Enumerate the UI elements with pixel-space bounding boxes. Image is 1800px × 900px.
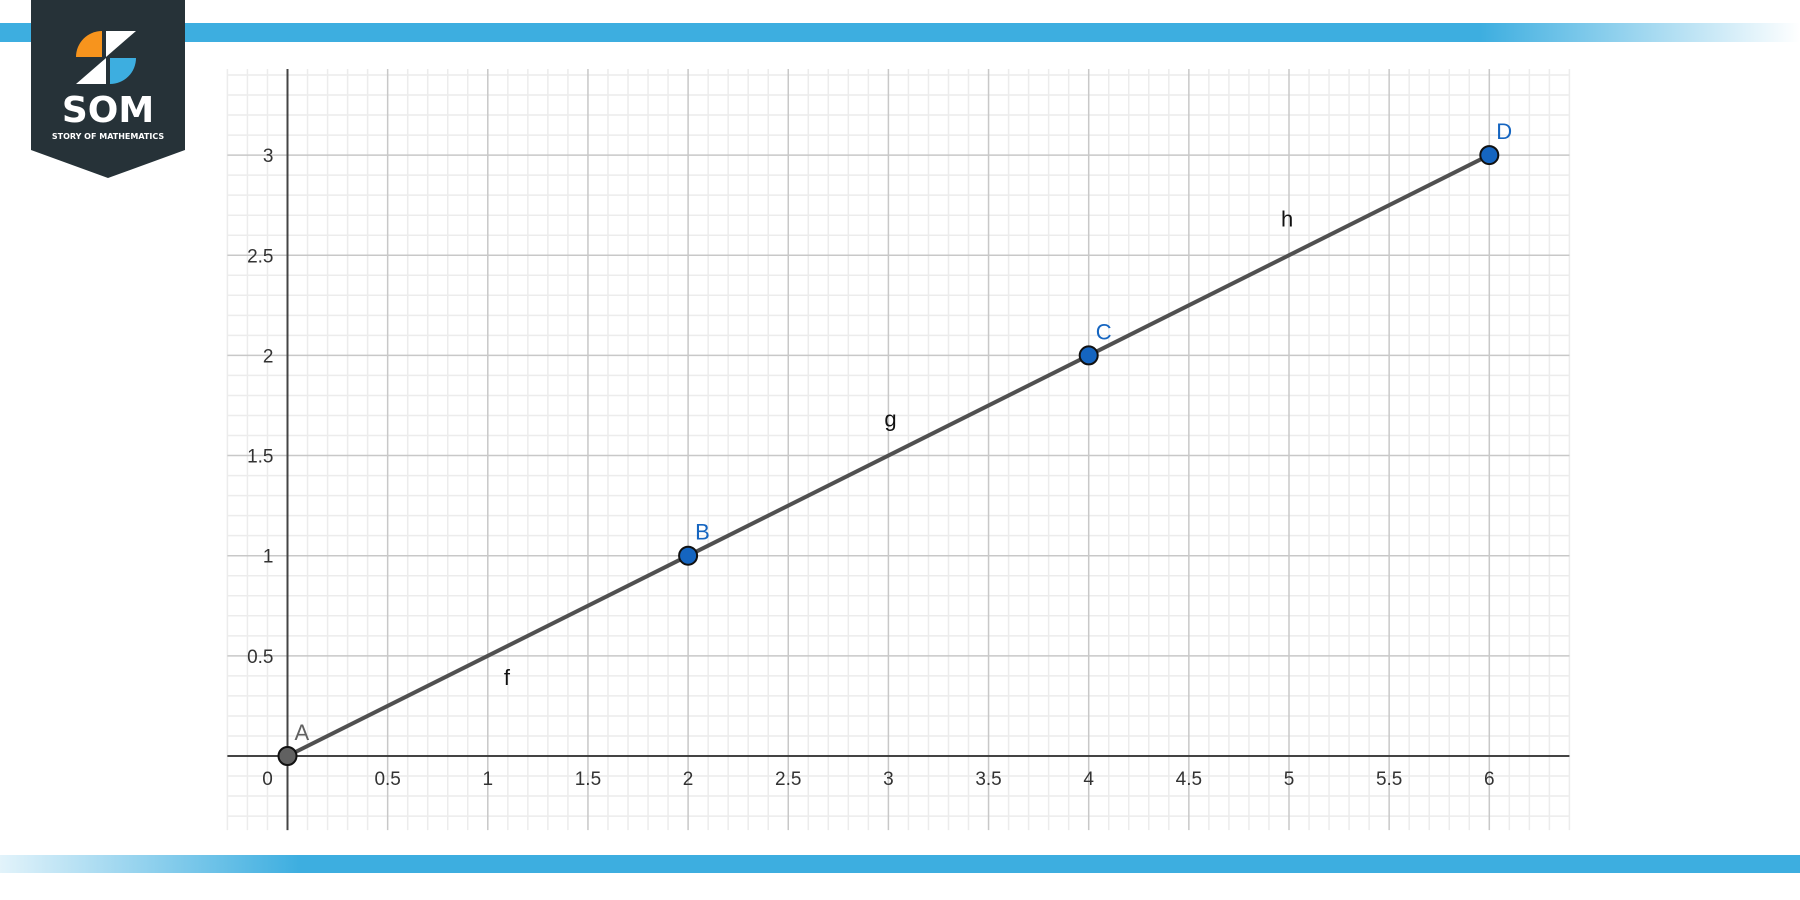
x-tick-label: 0.5 [374, 769, 400, 790]
point-C [1078, 345, 1099, 366]
segment-h [1086, 153, 1492, 358]
logo-text: SOM [62, 90, 154, 131]
y-tick-label: 2.5 [247, 246, 273, 267]
y-tick-label: 0.5 [247, 647, 273, 668]
point-D [1479, 145, 1500, 166]
y-tick-label: 1 [263, 547, 274, 568]
y-tick-label: 1.5 [247, 447, 273, 468]
x-tick-label: 6 [1484, 769, 1495, 790]
x-tick-label: 4.5 [1176, 769, 1202, 790]
segment-g [686, 353, 1091, 558]
x-tick-label: 2.5 [775, 769, 801, 790]
x-tick-label: 5.5 [1376, 769, 1402, 790]
bottom-accent-bar [0, 855, 1800, 873]
x-tick-label: 5 [1284, 769, 1295, 790]
x-tick-label: 3 [883, 769, 894, 790]
point-label-A: A [295, 720, 310, 745]
point-A [277, 746, 298, 766]
x-tick-label: 4 [1083, 769, 1094, 790]
som-logo: SOM STORY OF MATHEMATICS [31, 0, 185, 178]
x-tick-label: 1.5 [575, 769, 601, 790]
x-tick-label: 0 [262, 769, 273, 790]
top-accent-bar [0, 23, 1800, 42]
x-tick-label: 1 [483, 769, 494, 790]
y-tick-label: 3 [263, 146, 274, 167]
point-label-D: D [1496, 119, 1512, 144]
segment-label-h: h [1281, 206, 1293, 231]
segment-label-f: f [504, 665, 511, 690]
y-tick-label: 2 [263, 346, 274, 367]
point-B [678, 545, 699, 566]
point-label-C: C [1096, 319, 1112, 344]
x-tick-label: 2 [683, 769, 694, 790]
segment-label-g: g [884, 407, 896, 432]
point-label-B: B [695, 520, 710, 545]
logo-subtitle: STORY OF MATHEMATICS [52, 132, 165, 141]
x-tick-label: 3.5 [975, 769, 1001, 790]
segment-f [285, 553, 691, 758]
